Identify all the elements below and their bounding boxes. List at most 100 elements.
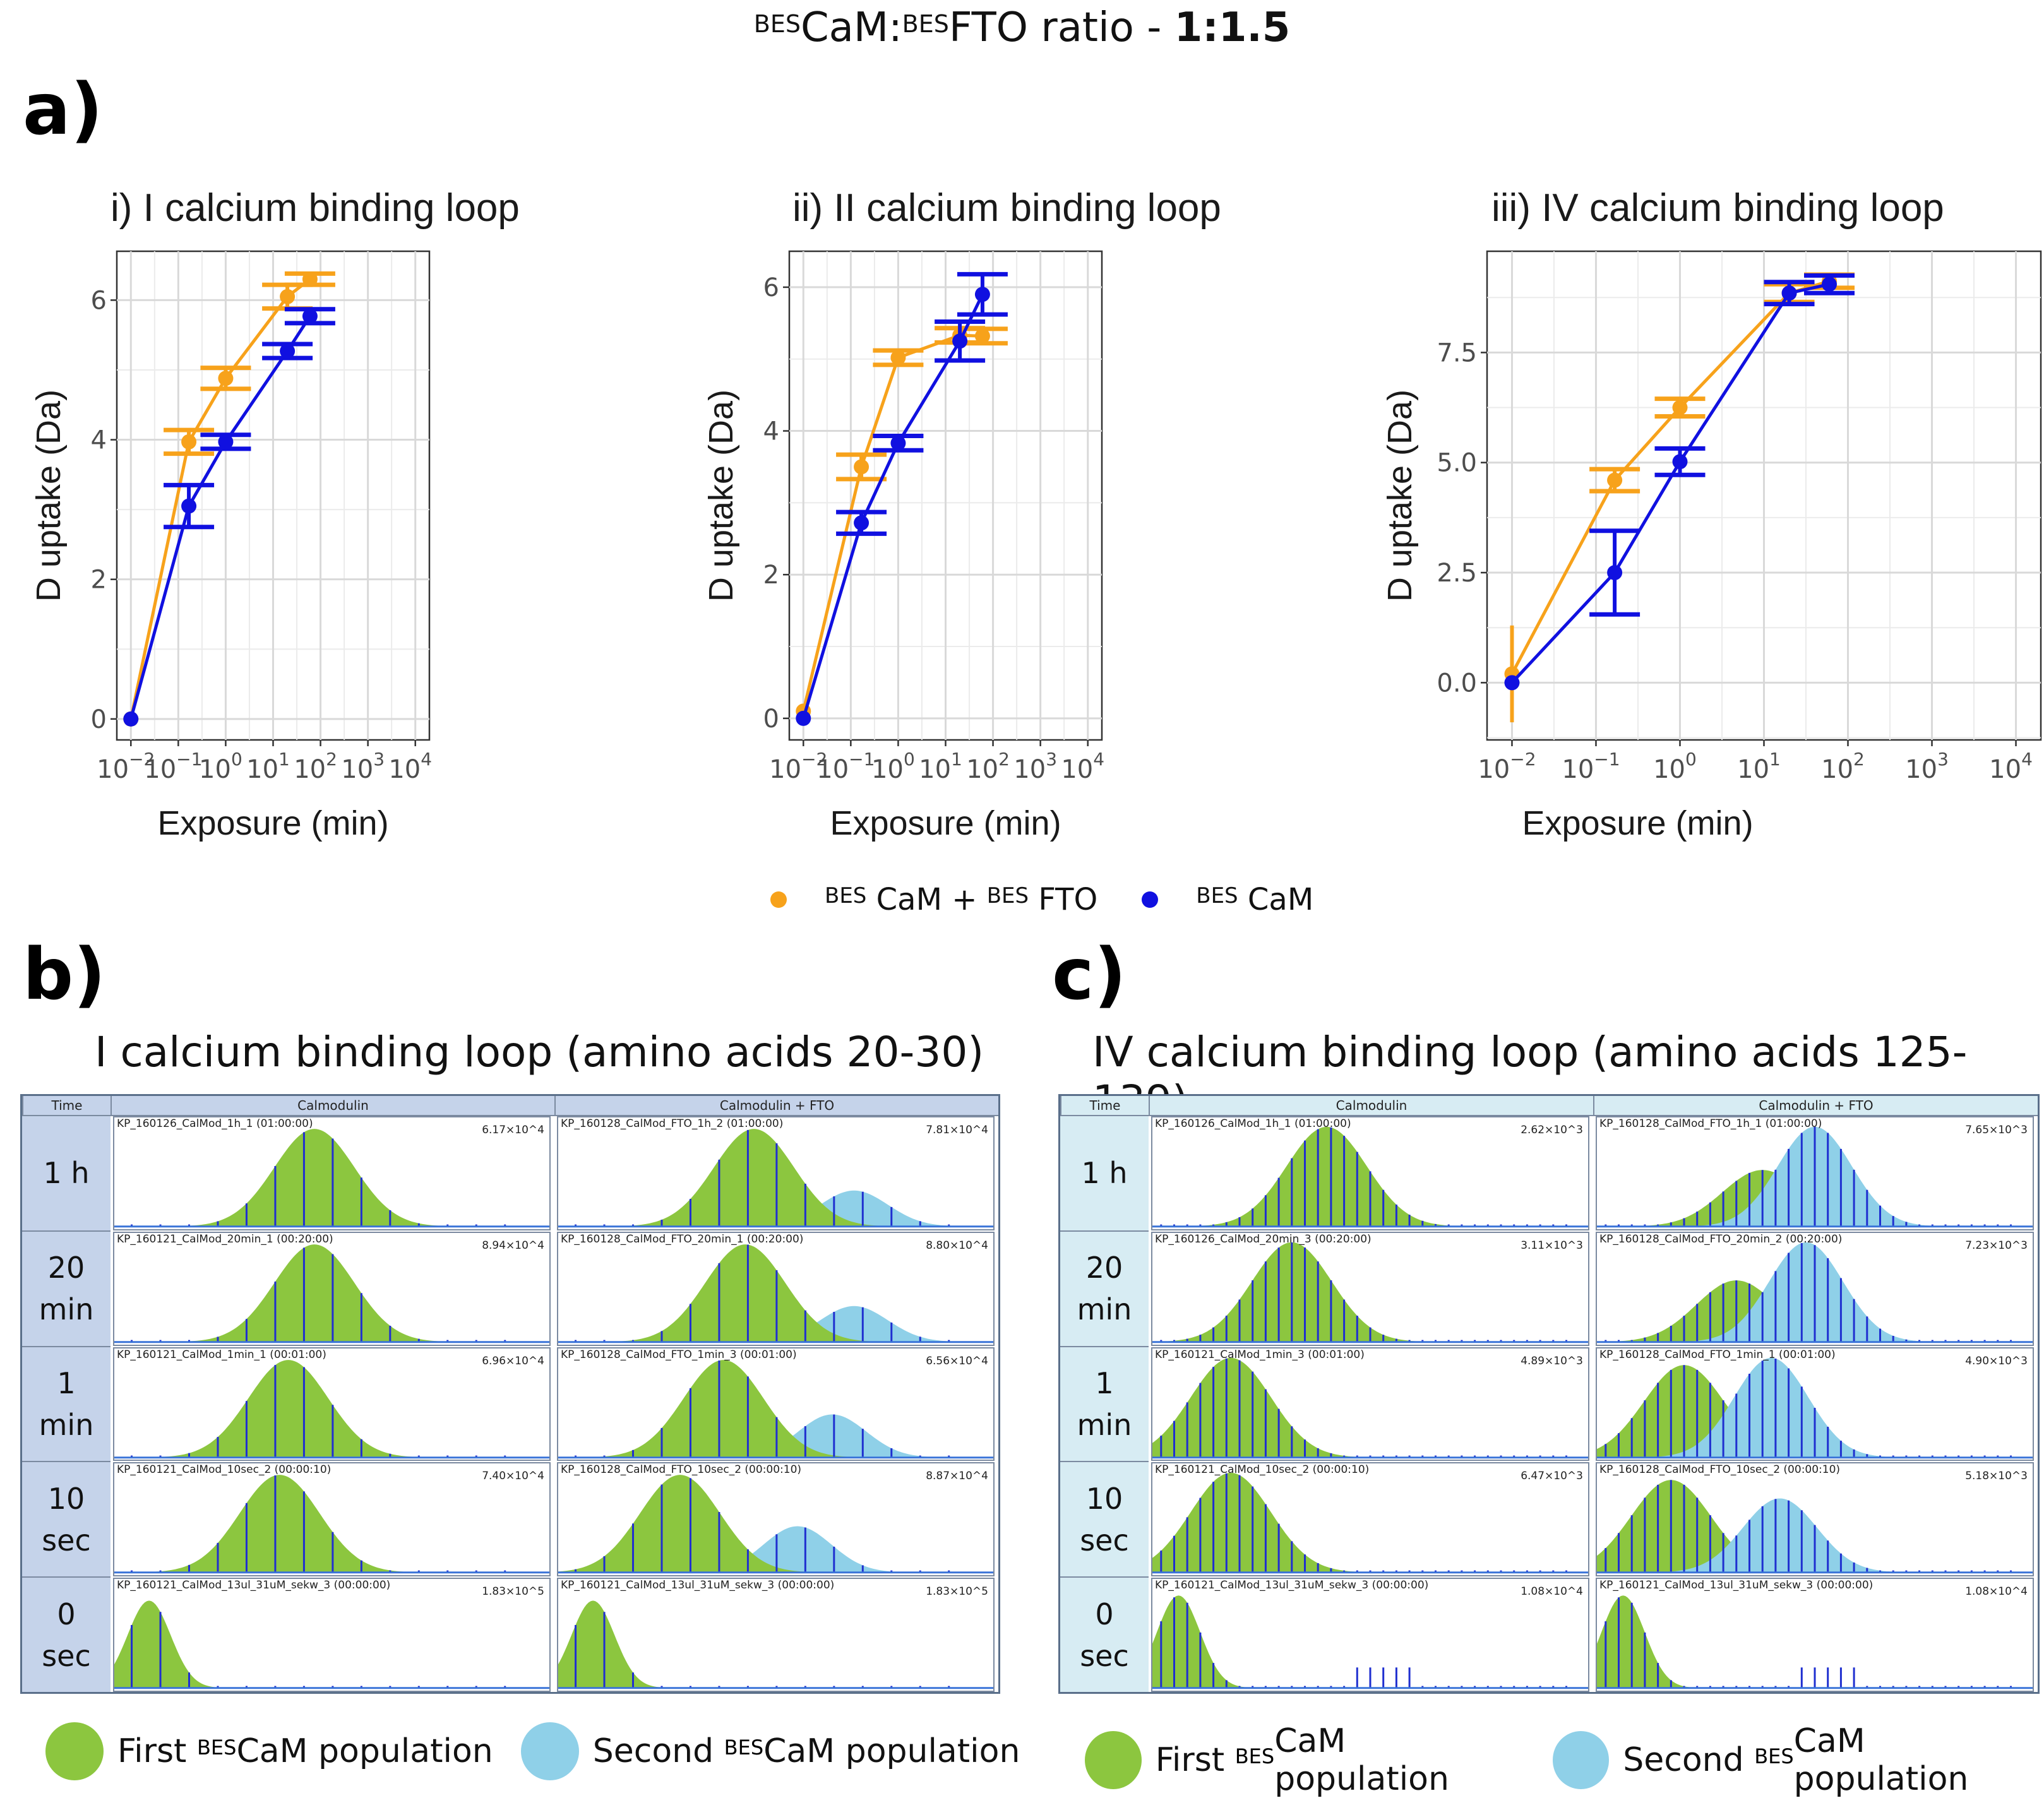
chart-title: i) I calcium binding loop: [111, 186, 520, 230]
figure-title: BESCaM:BESFTO ratio - 1:1.5: [0, 3, 2044, 53]
spectrum-intensity: 3.11×10^3: [1521, 1239, 1583, 1252]
time-label: 1 h: [1060, 1115, 1149, 1230]
spectrum-left: KP_160121_CalMod_13ul_31uM_sekw_3 (00:00…: [113, 1578, 551, 1692]
data-point: [218, 371, 234, 386]
spectrum-sample-name: KP_160128_CalMod_FTO_1h_1 (01:00:00): [1599, 1117, 1822, 1130]
y-tick-label: 5.0: [1437, 449, 1477, 478]
spectrum-intensity: 8.87×10^4: [926, 1470, 988, 1483]
y-tick-label: 0.0: [1437, 669, 1477, 698]
x-tick-exponent: 2: [326, 749, 337, 770]
legend-b-second-sup: BES: [724, 1735, 764, 1759]
time-label: 0 sec: [1060, 1576, 1149, 1692]
chart-title: iii) IV calcium binding loop: [1491, 186, 1944, 230]
legend-b: First BES CaM population Second BES CaM po…: [45, 1722, 1020, 1780]
panel-label-a: a): [23, 69, 103, 151]
header-left: Calmodulin: [111, 1096, 554, 1115]
y-tick-label: 2.5: [1437, 559, 1477, 588]
title-part-2: FTO ratio -: [948, 4, 1174, 51]
spectrum-plot: [1152, 1595, 1588, 1689]
header-right: Calmodulin + FTO: [554, 1096, 998, 1115]
data-point: [854, 515, 870, 531]
time-line-1: 20: [1085, 1251, 1123, 1285]
data-point: [890, 435, 906, 451]
spectrum-intensity: 1.08×10^4: [1521, 1585, 1583, 1599]
first-population-envelope: [1152, 1242, 1588, 1342]
spectrum-intensity: 7.40×10^4: [482, 1470, 544, 1483]
panel-label-b: b): [23, 934, 106, 1016]
legend-b-second-b: CaM population: [763, 1732, 1020, 1770]
time-line-1: 10: [47, 1481, 85, 1516]
spectrum-left: KP_160126_CalMod_1h_1 (01:00:00) 6.17×10^…: [113, 1116, 551, 1230]
title-sup-2: BES: [902, 10, 949, 38]
header-time: Time: [22, 1096, 111, 1115]
time-label: 1 min: [22, 1345, 111, 1462]
spectrum-plot: [114, 1359, 549, 1458]
x-tick-label: 10−2: [769, 749, 827, 784]
spectrum-intensity: 8.80×10^4: [926, 1239, 988, 1252]
legend-blue-marker: [1142, 891, 1159, 908]
data-point: [280, 343, 296, 359]
title-sup-1: BES: [753, 10, 801, 38]
spectrum-plot: [558, 1129, 993, 1228]
x-tick-label: 100: [199, 749, 242, 784]
first-population-envelope: [1597, 1595, 2033, 1688]
first-population-envelope: [1597, 1170, 2033, 1227]
spectrum-plot: [1597, 1242, 2033, 1343]
x-tick-exponent: 4: [2021, 749, 2033, 770]
panel-c-title: IV calcium binding loop (amino acids 125…: [1092, 1028, 1968, 1125]
spectrum-intensity: 5.18×10^3: [1965, 1470, 2028, 1483]
time-line-1: 1 h: [1081, 1156, 1128, 1191]
spectrum-plot: [558, 1600, 993, 1689]
spectrum-plot: [1152, 1242, 1588, 1343]
spectrum-left: KP_160121_CalMod_10sec_2 (00:00:10) 7.40×…: [113, 1462, 551, 1577]
legend-c-first-b: CaM population: [1274, 1722, 1449, 1798]
spectrum-plot: [1597, 1357, 2033, 1458]
x-tick-label: 10−1: [144, 749, 202, 784]
data-point: [302, 308, 318, 324]
spectrum-plot: [1597, 1595, 2033, 1689]
header-right: Calmodulin + FTO: [1593, 1096, 2038, 1115]
chart-3: 10−2 10−1 100 101 102 103 1040.02.55.07.5iii) …: [1381, 186, 2042, 842]
spectrum-plot: [114, 1600, 549, 1689]
legend-c: First BES CaM population Second BES CaM po…: [1085, 1722, 2044, 1798]
x-tick-label: 100: [871, 749, 915, 784]
spectrum-right: KP_160128_CalMod_FTO_1h_1 (01:00:00) 7.65…: [1596, 1116, 2034, 1230]
legend-2-text: CaM: [1238, 882, 1314, 917]
time-line-2: sec: [42, 1638, 91, 1673]
x-tick-exponent: 0: [904, 749, 915, 770]
first-population-envelope: [1152, 1357, 1588, 1458]
y-tick-label: 6: [763, 273, 779, 302]
data-point: [1822, 277, 1838, 292]
second-population-envelope: [558, 1414, 993, 1458]
spectrum-plot: [1152, 1126, 1588, 1228]
legend-b-second-marker: [520, 1722, 579, 1780]
data-point: [1672, 454, 1688, 470]
x-tick-label: 102: [966, 749, 1010, 784]
x-tick-exponent: 1: [951, 749, 962, 770]
spectrum-sample-name: KP_160126_CalMod_20min_3 (00:20:00): [1155, 1232, 1372, 1246]
data-point: [974, 287, 990, 302]
spectrum-left: KP_160126_CalMod_20min_3 (00:20:00) 3.11×…: [1151, 1231, 1589, 1346]
header-left: Calmodulin: [1149, 1096, 1593, 1115]
x-tick-label: 101: [246, 749, 290, 784]
data-point: [952, 333, 968, 349]
x-axis-label: Exposure (min): [1522, 804, 1753, 842]
x-tick-label: 101: [919, 749, 962, 784]
spectrum-plot: [1597, 1126, 2033, 1228]
spectrum-left: KP_160121_CalMod_20min_1 (00:20:00) 8.94×…: [113, 1231, 551, 1346]
data-point: [123, 711, 139, 727]
spectrum-sample-name: KP_160128_CalMod_FTO_20min_1 (00:20:00): [561, 1232, 804, 1246]
time-line-1: 0: [1095, 1597, 1114, 1631]
spectrum-intensity: 2.62×10^3: [1521, 1124, 1583, 1136]
legend-c-first-a: First: [1155, 1741, 1235, 1779]
spectrum-intensity: 4.90×10^3: [1965, 1354, 2028, 1367]
x-tick-label: 100: [1653, 749, 1697, 784]
first-population-envelope: [558, 1475, 993, 1573]
x-tick-label: 104: [388, 749, 432, 784]
data-point: [974, 328, 990, 344]
spectrum-sample-name: KP_160128_CalMod_FTO_1min_1 (00:01:00): [1599, 1348, 1836, 1361]
legend-c-second-b: CaM population: [1793, 1722, 1969, 1798]
legend-c-second-marker: [1552, 1731, 1610, 1789]
spectrum-intensity: 1.83×10^5: [926, 1585, 988, 1599]
